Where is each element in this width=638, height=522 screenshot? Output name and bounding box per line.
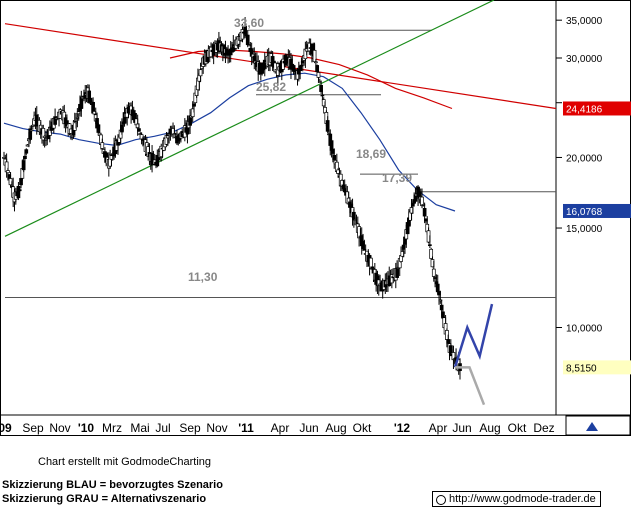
candle-body bbox=[88, 97, 93, 103]
x-label: Jun bbox=[299, 421, 318, 435]
y-axis-ticks: 35,0000 30,0000 20,0000 15,0000 10,0000 bbox=[556, 16, 603, 335]
level-label-4: 11,30 bbox=[188, 270, 218, 284]
x-label: Okt bbox=[508, 421, 527, 435]
chart-credit: Chart erstellt mit GodmodeCharting bbox=[38, 456, 212, 468]
candle-body bbox=[100, 142, 105, 149]
y-tick-label: 15,0000 bbox=[566, 224, 603, 235]
x-label: Nov bbox=[206, 421, 227, 435]
x-label: Dez bbox=[533, 421, 554, 435]
x-label: Jun bbox=[452, 421, 471, 435]
x-label: 09 bbox=[0, 421, 12, 435]
level-label-1: 25,82 bbox=[256, 80, 286, 94]
x-label: '11 bbox=[238, 421, 254, 435]
candle-body bbox=[245, 34, 250, 46]
price-marker-label: 16,0768 bbox=[566, 207, 603, 218]
candle-body bbox=[23, 155, 27, 160]
scenario-line-0 bbox=[453, 303, 494, 368]
x-label: Nov bbox=[49, 421, 70, 435]
price-marker-box bbox=[563, 203, 631, 218]
scenario-lines bbox=[453, 303, 494, 406]
price-marker-box bbox=[563, 360, 631, 375]
price-marker-box bbox=[563, 101, 631, 116]
candle-body bbox=[429, 248, 434, 259]
scenario-line-1 bbox=[455, 366, 486, 406]
price-markers: 24,4186 16,0768 8,5150 bbox=[563, 101, 631, 375]
x-label: Okt bbox=[353, 421, 372, 435]
copyright-icon bbox=[436, 495, 446, 505]
candle-body bbox=[446, 339, 451, 344]
y-tick-label: 30,0000 bbox=[566, 54, 603, 65]
y-tick-label: 10,0000 bbox=[566, 324, 603, 335]
legend-grey: Skizzierung GRAU = Alternativszenario bbox=[2, 493, 207, 505]
horizontal-levels bbox=[5, 29, 556, 299]
candle-body bbox=[431, 268, 436, 277]
candle-body bbox=[190, 108, 195, 117]
level-label-0: 33,60 bbox=[234, 16, 264, 30]
x-label: Jul bbox=[155, 421, 170, 435]
candle-body bbox=[6, 170, 10, 174]
x-label: '12 bbox=[394, 421, 411, 435]
chart-border bbox=[0, 0, 631, 436]
y-tick-label: 35,0000 bbox=[566, 16, 603, 27]
candle-body bbox=[41, 127, 46, 141]
corner-logo-icon[interactable] bbox=[565, 415, 631, 436]
y-tick-label: 20,0000 bbox=[566, 153, 603, 164]
x-label: Mrz bbox=[102, 421, 122, 435]
sma-line-1 bbox=[3, 72, 456, 212]
candle-body bbox=[428, 244, 432, 247]
candle-body bbox=[320, 94, 325, 97]
candle-body bbox=[17, 189, 22, 192]
candle-body bbox=[370, 266, 375, 269]
x-axis-labels: 09 Sep Nov '10 Mrz Mai Jul Sep Nov '11 Apr Jun Aug Ok… bbox=[0, 421, 555, 435]
price-marker-label: 24,4186 bbox=[566, 104, 603, 115]
x-label: Apr bbox=[429, 421, 448, 435]
x-label: '10 bbox=[78, 421, 95, 435]
candle-body bbox=[316, 72, 321, 78]
x-label: Sep bbox=[179, 421, 201, 435]
price-chart: 33,60 25,82 18,69 17,39 11,30 35,0000 30,0000… bbox=[0, 0, 631, 436]
candle-body bbox=[314, 61, 318, 64]
x-label: Aug bbox=[479, 421, 500, 435]
price-marker-label: 8,5150 bbox=[566, 363, 597, 374]
candle-body bbox=[137, 128, 141, 132]
price-candles bbox=[2, 17, 462, 380]
level-annotations: 33,60 25,82 18,69 17,39 11,30 bbox=[188, 16, 412, 284]
x-label: Sep bbox=[22, 421, 44, 435]
x-label: Aug bbox=[325, 421, 346, 435]
x-label: Mai bbox=[130, 421, 149, 435]
legend-blue: Skizzierung BLAU = bevorzugtes Szenario bbox=[2, 479, 223, 491]
trendline-line-3 bbox=[4, 0, 495, 237]
candle-body bbox=[422, 208, 427, 217]
source-link[interactable]: http://www.godmode-trader.de bbox=[432, 491, 601, 507]
level-label-2: 18,69 bbox=[356, 147, 386, 161]
candle-body bbox=[325, 120, 330, 132]
candle-body bbox=[198, 69, 203, 77]
level-label-3: 17,39 bbox=[382, 171, 412, 185]
scenario-legend: Skizzierung BLAU = bevorzugtes Szenario … bbox=[2, 478, 223, 506]
source-url: http://www.godmode-trader.de bbox=[449, 493, 596, 505]
x-label: Apr bbox=[271, 421, 290, 435]
candle-body bbox=[29, 129, 34, 132]
candle-body bbox=[24, 149, 29, 154]
candle-body bbox=[369, 257, 373, 269]
